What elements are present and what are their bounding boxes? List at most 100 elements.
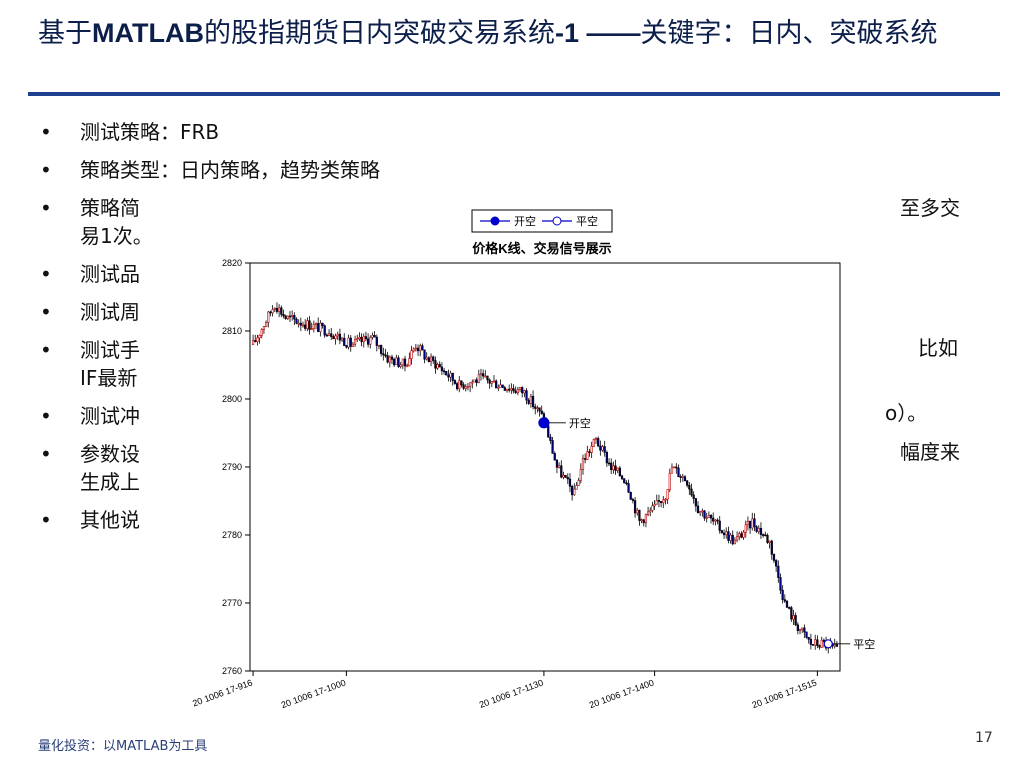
candle-body xyxy=(581,458,585,470)
candle-body xyxy=(503,387,506,391)
candle-body xyxy=(269,311,272,314)
candle-body xyxy=(473,379,476,383)
candle-body xyxy=(709,515,713,519)
candle-body xyxy=(330,333,333,337)
candle-body xyxy=(516,389,519,394)
chart-title: 价格K线、交易信号展示 xyxy=(472,241,611,256)
candle-body xyxy=(679,476,682,478)
candle-body xyxy=(360,337,363,343)
candle-body xyxy=(777,565,780,578)
y-tick-label: 2800 xyxy=(222,394,242,404)
candle-body xyxy=(807,637,810,640)
candle-body xyxy=(386,355,389,363)
candle-body xyxy=(764,534,767,537)
candle-body xyxy=(790,607,793,620)
candle-body xyxy=(642,519,645,524)
candle-body xyxy=(310,328,313,330)
candle-body xyxy=(505,388,509,391)
candle-body xyxy=(725,531,728,536)
candle-body xyxy=(675,466,678,469)
candle-body xyxy=(373,334,376,338)
candle-body xyxy=(785,600,789,608)
candle-body xyxy=(703,510,706,519)
candle-body xyxy=(605,452,608,464)
candle-body xyxy=(529,396,533,404)
x-tick-label: 20 1006 17-916 xyxy=(191,677,254,708)
candle-body xyxy=(304,324,307,329)
candle-body xyxy=(427,357,430,363)
candle-body xyxy=(301,324,305,327)
candle-body xyxy=(521,387,524,394)
candle-body xyxy=(297,322,300,325)
candle-body xyxy=(514,390,517,394)
candle-body xyxy=(607,462,611,465)
candle-body xyxy=(803,627,806,633)
chart-panel: 开空 平空 价格K线、交易信号展示 2760 2770 2780 2790 2800 28… xyxy=(190,203,885,733)
candle-body xyxy=(436,364,439,369)
candle-body xyxy=(655,500,658,505)
candle-body xyxy=(555,459,559,468)
candle-body xyxy=(258,334,261,339)
candle-body xyxy=(495,380,498,389)
candle-body xyxy=(557,465,561,468)
bullet-fragment: 比如 xyxy=(918,336,958,360)
candle-body xyxy=(508,388,511,391)
candle-body xyxy=(382,353,385,356)
candle-body xyxy=(757,527,760,532)
bullet-fragment: 幅度来 xyxy=(900,440,960,464)
candle-body xyxy=(560,465,563,478)
candle-body xyxy=(599,445,602,451)
candle-body xyxy=(518,387,522,390)
candle-body xyxy=(649,510,652,513)
candle-body xyxy=(796,624,799,631)
candle-body xyxy=(681,476,684,478)
candle-body xyxy=(575,485,578,490)
candle-body xyxy=(410,350,413,359)
bullet-item: 其他说 xyxy=(38,506,988,534)
signal-open-short-marker xyxy=(538,417,550,429)
candle-body xyxy=(308,320,311,330)
candle-body xyxy=(447,374,450,378)
candle-body xyxy=(783,599,786,602)
candle-body xyxy=(579,469,582,481)
candle-body xyxy=(362,336,365,343)
candle-body xyxy=(651,505,654,511)
candle-body xyxy=(584,458,587,460)
candle-body xyxy=(644,514,648,524)
candle-body xyxy=(273,308,276,310)
candle-body xyxy=(646,511,650,515)
candle-body xyxy=(538,407,541,412)
candle-body xyxy=(753,518,756,528)
candle-body xyxy=(809,639,812,645)
candle-body xyxy=(323,325,326,336)
candle-body xyxy=(440,366,444,372)
title-divider xyxy=(28,92,1000,96)
candle-body xyxy=(317,323,320,333)
candle-body xyxy=(492,380,496,383)
candle-body xyxy=(406,365,409,368)
candle-body xyxy=(267,311,270,323)
candle-body xyxy=(573,488,576,496)
candle-body xyxy=(748,520,752,529)
candle-body xyxy=(781,589,784,600)
bullet-fragment: o）。 xyxy=(885,401,928,425)
candle-body xyxy=(814,639,817,646)
candle-body xyxy=(616,467,619,471)
candle-body xyxy=(629,491,632,500)
candle-body xyxy=(393,359,396,366)
x-tick-label: 20 1006 17-1000 xyxy=(280,677,347,710)
candle-body xyxy=(553,453,556,461)
candle-body xyxy=(705,517,708,519)
candle-body xyxy=(275,308,279,312)
x-axis: 20 1006 17-916 20 1006 17-1000 20 1006 17-… xyxy=(191,671,818,710)
candle-body xyxy=(636,509,639,514)
candle-body xyxy=(347,337,350,348)
y-tick-label: 2770 xyxy=(222,598,242,608)
candle-body xyxy=(735,536,739,541)
candle-body xyxy=(453,380,457,384)
candle-body xyxy=(618,467,621,477)
candle-body xyxy=(727,531,730,541)
candle-body xyxy=(390,356,394,360)
candle-body xyxy=(510,388,513,391)
